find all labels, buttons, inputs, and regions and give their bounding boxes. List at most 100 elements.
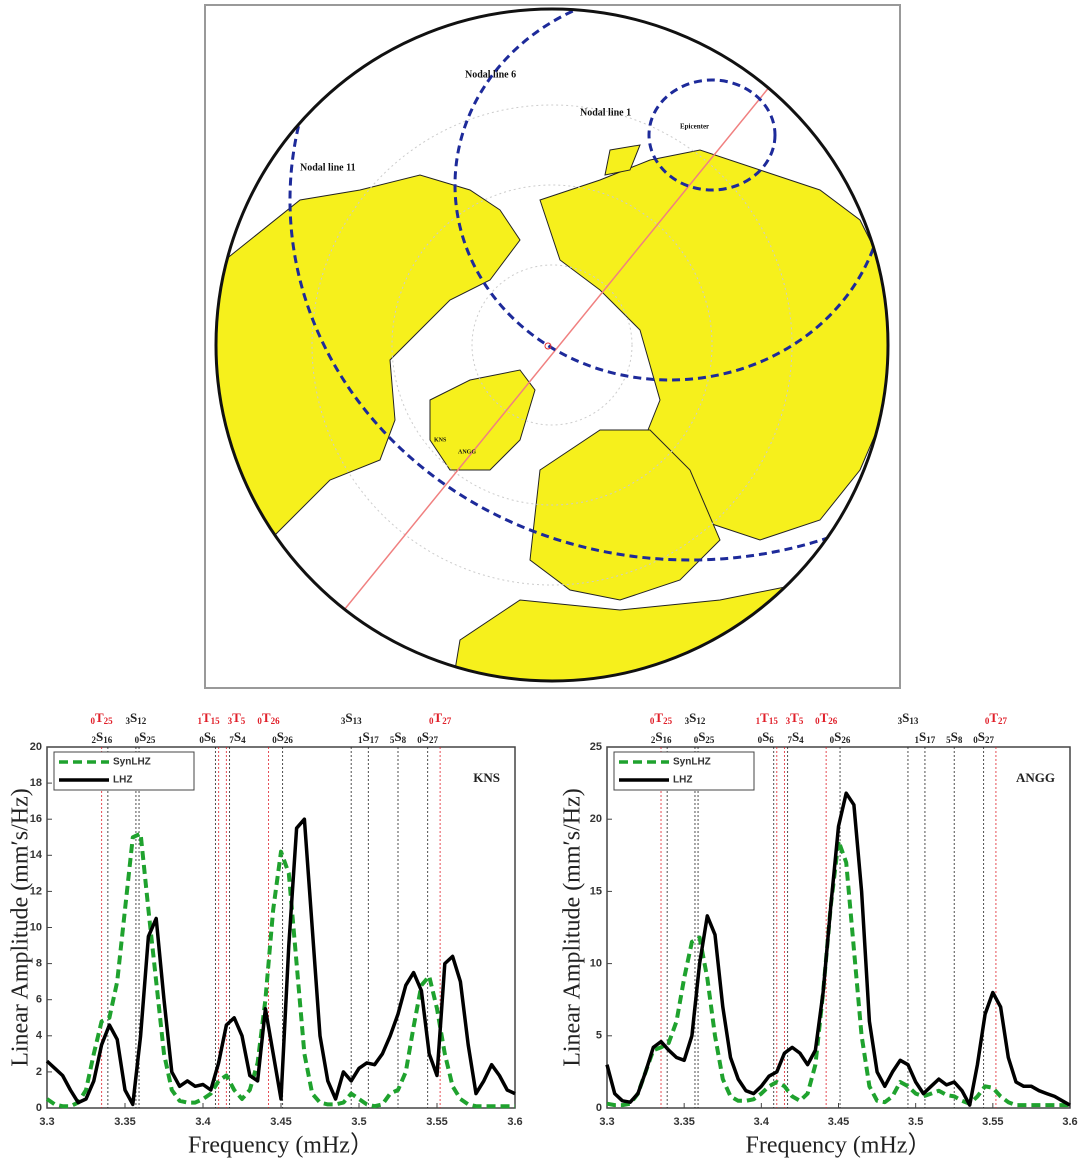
y-tick-label: 10 <box>30 921 42 933</box>
x-tick-label: 3.4 <box>195 1116 211 1128</box>
great-circle <box>339 79 776 616</box>
mode-label-part: S <box>951 729 958 744</box>
mode-label-part: 5 <box>799 716 804 726</box>
mode-label-part: T <box>654 710 663 725</box>
mode-label: 7S4 <box>229 729 246 745</box>
nodal-line-1 <box>647 78 777 192</box>
mode-label: 0S27 <box>973 729 994 745</box>
mode-label: 5S8 <box>946 729 963 745</box>
mode-label: 0S26 <box>272 729 293 745</box>
mode-label-part: 5 <box>390 735 395 745</box>
map-label: Nodal line 6 <box>465 69 516 80</box>
mode-label-part: 0 <box>650 716 655 726</box>
mode-label-part: 16 <box>663 735 673 745</box>
mode-label-part: 26 <box>284 735 294 745</box>
mode-label-part: S <box>698 729 705 744</box>
mode-label-part: 5 <box>241 716 246 726</box>
map-label: KNS <box>434 437 447 443</box>
mode-label: 3T5 <box>228 710 246 726</box>
legend-box <box>613 751 755 791</box>
mode-label-part: 2 <box>91 735 96 745</box>
mode-label: 0T25 <box>91 710 114 726</box>
x-tick-label: 3.6 <box>1062 1116 1077 1128</box>
mode-label-part: 6 <box>769 735 774 745</box>
mode-label: 3S12 <box>126 710 147 726</box>
mode-label: 7S4 <box>787 729 804 745</box>
asia <box>539 149 888 541</box>
x-tick-label: 3.5 <box>351 1116 366 1128</box>
legend: SynLHZ LHZ <box>613 751 755 791</box>
mode-label-part: S <box>204 729 211 744</box>
mode-label-part: 27 <box>998 716 1008 726</box>
station-label: ANGG <box>1016 770 1055 785</box>
y-tick-label: 16 <box>30 813 42 825</box>
mode-label: 0S27 <box>417 729 438 745</box>
mode-label: 1S17 <box>358 729 379 745</box>
mode-label: 0T25 <box>650 710 673 726</box>
mode-label-part: 25 <box>104 716 114 726</box>
series-line <box>605 791 1071 1107</box>
map-label: Nodal line 11 <box>300 162 356 173</box>
y-tick-label: 10 <box>590 958 602 970</box>
map-label: ANGG <box>458 449 476 455</box>
series-line <box>45 831 515 1109</box>
mode-label-part: 25 <box>663 716 673 726</box>
mode-label-part: 3 <box>228 716 233 726</box>
x-tick-label: 3.5 <box>908 1116 923 1128</box>
legend-label: LHZ <box>673 775 692 786</box>
y-axis-label: Linear Amplitude (mm′s/Hz) <box>8 788 34 1067</box>
mode-label-part: 0 <box>815 716 820 726</box>
pole <box>544 342 552 350</box>
y-tick-label: 5 <box>596 1030 602 1042</box>
map-label: Nodal line 1 <box>580 107 631 118</box>
mode-label-part: 0 <box>135 735 140 745</box>
station-label: KNS <box>473 770 500 785</box>
mode-label-part: S <box>919 729 926 744</box>
x-axis-label: Frequency (mHz） <box>188 1133 374 1159</box>
y-tick-label: 18 <box>30 777 42 789</box>
plot-area <box>46 746 516 1109</box>
mode-label-part: 12 <box>137 716 147 726</box>
legend-box <box>53 751 195 791</box>
y-axis-label: Linear Amplitude (mm′s/Hz) <box>560 788 586 1067</box>
mode-label-part: 0 <box>985 716 990 726</box>
mode-label-part: 6 <box>211 735 216 745</box>
mode-label-part: 4 <box>241 735 246 745</box>
mode-label-part: 8 <box>402 735 407 745</box>
y-tick-label: 20 <box>590 813 602 825</box>
mode-label-part: 3 <box>685 716 690 726</box>
series-line <box>45 817 516 1107</box>
mode-label-part: 0 <box>758 735 763 745</box>
mode-label-part: T <box>232 710 241 725</box>
greenland <box>429 369 536 471</box>
mode-label-part: 1 <box>358 735 363 745</box>
mode-label: 0S6 <box>758 729 775 745</box>
mode-label-part: 0 <box>257 716 262 726</box>
mode-label-part: 27 <box>429 735 439 745</box>
mode-label: 0S25 <box>694 729 715 745</box>
mode-label-part: 1 <box>198 716 203 726</box>
y-tick-label: 8 <box>36 958 42 970</box>
mode-label-part: 7 <box>787 735 792 745</box>
mode-label-part: 26 <box>828 716 838 726</box>
mode-label-part: 7 <box>229 735 234 745</box>
mode-label-part: T <box>790 710 799 725</box>
mode-label-part: S <box>277 729 284 744</box>
mode-label-part: 2 <box>651 735 656 745</box>
mode-label-part: 3 <box>341 716 346 726</box>
mode-label-part: T <box>202 710 211 725</box>
mode-label-part: 27 <box>985 735 995 745</box>
mode-label-part: 5 <box>946 735 951 745</box>
mode-label-part: S <box>234 729 241 744</box>
mode-label-part: S <box>345 710 352 725</box>
y-tick-label: 15 <box>590 885 602 897</box>
plot-area <box>606 746 1071 1109</box>
mode-label-part: 25 <box>705 735 715 745</box>
mode-label-part: T <box>434 710 443 725</box>
y-tick-label: 20 <box>30 741 42 753</box>
mode-label-part: 17 <box>926 735 936 745</box>
mode-label-part: S <box>689 710 696 725</box>
mode-label-part: S <box>762 729 769 744</box>
